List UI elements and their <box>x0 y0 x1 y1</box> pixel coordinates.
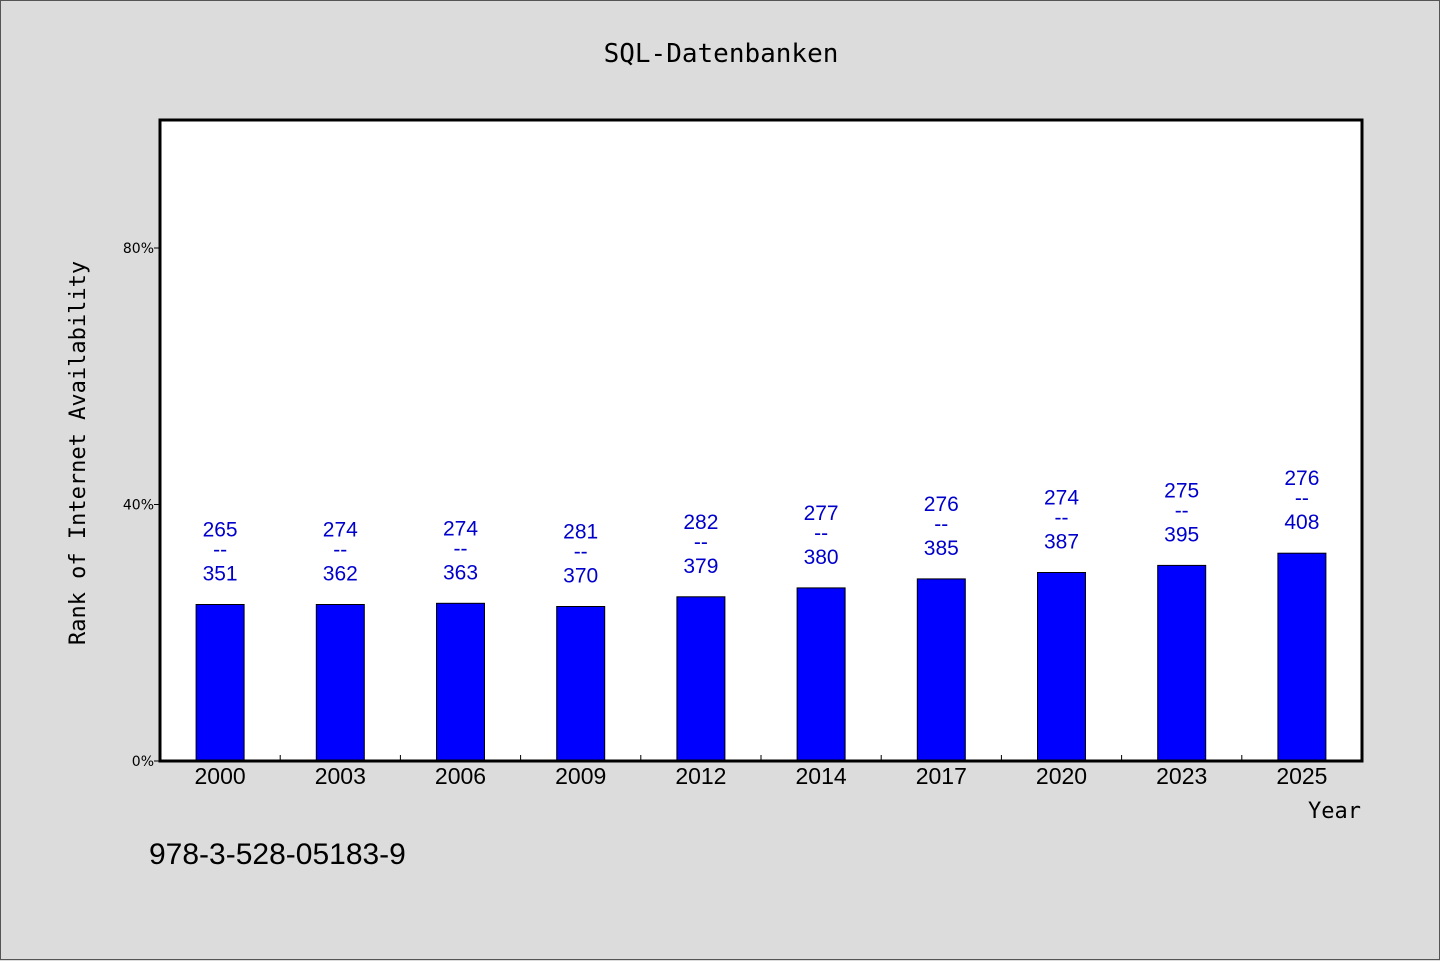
bar-2017 <box>916 578 966 762</box>
data-label-sep-2014: -- <box>814 522 828 545</box>
data-label-bottom-2017: 385 <box>924 537 959 560</box>
x-tick-label-2009: 2009 <box>555 763 606 789</box>
chart-title: SQL-Datenbanken <box>604 39 839 69</box>
data-label-bottom-2023: 395 <box>1164 523 1199 546</box>
bar-2025 <box>1277 552 1327 762</box>
x-tick-label-2006: 2006 <box>435 763 486 789</box>
data-label-bottom-2014: 380 <box>804 546 839 569</box>
x-tick-label-2014: 2014 <box>796 763 847 789</box>
y-tick-label-80: 80% <box>123 241 154 257</box>
x-axis: 2000 2003 2006 2009 2012 2014 2017 2020 2023 2025 <box>195 755 1327 789</box>
x-tick-label-2017: 2017 <box>916 763 967 789</box>
bar-2009 <box>556 606 606 762</box>
x-axis-label: Year <box>1308 799 1361 824</box>
x-tick-label-2023: 2023 <box>1156 763 1207 789</box>
data-label-sep-2003: -- <box>333 539 347 562</box>
data-label-sep-2009: -- <box>574 541 588 564</box>
x-tick-label-2020: 2020 <box>1036 763 1087 789</box>
data-label-top-2012: 282 <box>683 511 718 534</box>
bar-2012 <box>676 596 726 762</box>
data-label-bottom-2003: 362 <box>323 563 358 586</box>
data-label-top-2023: 275 <box>1164 479 1199 502</box>
data-labels-layer: 265--351274--362274--363281--370282--379… <box>203 467 1320 587</box>
bar-2023 <box>1157 564 1207 762</box>
data-label-top-2009: 281 <box>563 521 598 544</box>
data-label-top-2014: 277 <box>804 502 839 525</box>
data-label-sep-2020: -- <box>1055 507 1069 530</box>
bar-2014 <box>796 587 846 762</box>
x-tick-label-2012: 2012 <box>675 763 726 789</box>
bar-2020 <box>1037 572 1086 762</box>
data-label-sep-2025: -- <box>1295 487 1309 510</box>
y-tick-label-0: 0% <box>132 754 154 770</box>
data-label-bottom-2012: 379 <box>683 555 718 578</box>
data-label-top-2003: 274 <box>323 519 358 542</box>
data-label-bottom-2025: 408 <box>1284 511 1319 534</box>
data-label-top-2000: 265 <box>203 519 238 542</box>
isbn-footnote: 978-3-528-05183-9 <box>149 838 406 871</box>
x-tick-label-2003: 2003 <box>315 763 366 789</box>
data-label-bottom-2006: 363 <box>443 561 478 584</box>
bar-2003 <box>315 604 365 762</box>
bar-2006 <box>436 602 485 762</box>
data-label-sep-2017: -- <box>934 513 948 536</box>
y-axis: 0% 40% 80% <box>123 241 160 770</box>
data-label-sep-2023: -- <box>1175 499 1189 522</box>
data-label-top-2020: 274 <box>1044 487 1079 510</box>
data-label-bottom-2000: 351 <box>203 563 238 586</box>
data-label-bottom-2020: 387 <box>1044 531 1079 554</box>
data-label-top-2006: 274 <box>443 517 478 540</box>
x-tick-label-2025: 2025 <box>1276 763 1327 789</box>
y-axis-label: Rank of Internet Availability <box>66 261 91 645</box>
data-label-bottom-2009: 370 <box>563 565 598 588</box>
x-tick-label-2000: 2000 <box>195 763 246 789</box>
data-label-top-2017: 276 <box>924 493 959 516</box>
data-label-sep-2006: -- <box>454 537 468 560</box>
bars-layer <box>195 552 1327 762</box>
data-label-sep-2000: -- <box>213 539 227 562</box>
data-label-sep-2012: -- <box>694 531 708 554</box>
data-label-top-2025: 276 <box>1284 467 1319 490</box>
bar-2000 <box>195 604 245 762</box>
y-tick-label-40: 40% <box>123 498 154 514</box>
